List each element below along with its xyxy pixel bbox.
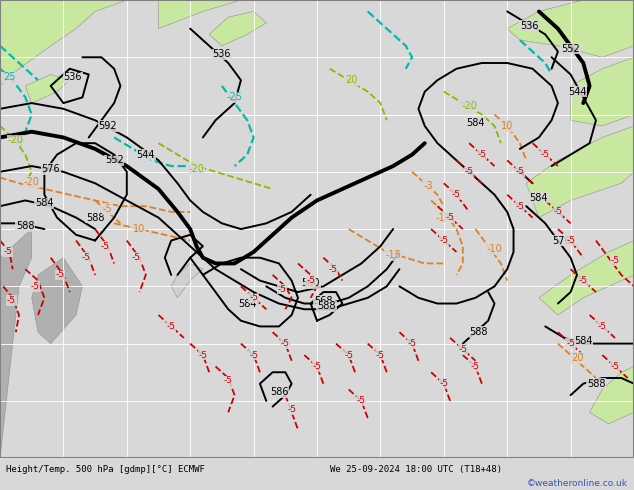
Text: -5: -5	[3, 247, 12, 256]
Text: -5: -5	[553, 207, 562, 217]
Text: 25: 25	[3, 73, 16, 82]
Text: 536: 536	[63, 73, 82, 82]
Polygon shape	[539, 241, 634, 315]
Text: -5: -5	[439, 379, 448, 388]
Text: 10: 10	[133, 224, 146, 234]
Text: -5: -5	[439, 236, 448, 245]
Text: -5: -5	[249, 350, 258, 360]
Text: -5: -5	[446, 213, 455, 222]
Polygon shape	[0, 229, 32, 458]
Text: -5: -5	[287, 405, 296, 414]
Polygon shape	[571, 57, 634, 126]
Text: 588: 588	[16, 221, 35, 231]
Text: -20: -20	[461, 101, 477, 111]
Polygon shape	[0, 0, 127, 86]
Text: 576: 576	[41, 164, 60, 174]
Text: -3: -3	[423, 181, 433, 191]
Text: -5: -5	[56, 270, 65, 279]
Text: -5: -5	[224, 376, 233, 385]
Text: -5: -5	[249, 294, 258, 302]
Text: -5: -5	[452, 190, 461, 199]
Bar	[0, 0, 634, 458]
Text: -5: -5	[566, 236, 575, 245]
Text: -5: -5	[306, 276, 315, 285]
Text: -5: -5	[328, 265, 337, 273]
Text: 544: 544	[136, 149, 155, 160]
Text: -5: -5	[167, 322, 176, 331]
Polygon shape	[32, 258, 82, 343]
Text: -20: -20	[188, 164, 205, 174]
Text: 20: 20	[346, 75, 358, 85]
Text: 584: 584	[529, 193, 548, 202]
Text: -15: -15	[385, 250, 401, 260]
Text: -5: -5	[132, 253, 141, 262]
Text: -5: -5	[566, 339, 575, 348]
Text: 592: 592	[98, 121, 117, 131]
Text: -5: -5	[281, 339, 290, 348]
Text: -5: -5	[376, 350, 385, 360]
Text: -5: -5	[515, 167, 524, 176]
Polygon shape	[209, 11, 266, 46]
Text: -5: -5	[458, 345, 467, 354]
Text: -5: -5	[515, 202, 524, 211]
Text: -10: -10	[436, 213, 451, 222]
Text: 588: 588	[586, 379, 605, 389]
Text: 584: 584	[238, 298, 257, 309]
Text: -5: -5	[471, 362, 480, 371]
Text: 10: 10	[501, 121, 514, 131]
Text: -5: -5	[611, 256, 619, 265]
Text: -5: -5	[30, 282, 39, 291]
Text: -5: -5	[408, 339, 417, 348]
Text: 576: 576	[552, 236, 571, 245]
Text: -5: -5	[357, 396, 366, 405]
Polygon shape	[171, 264, 203, 298]
Text: 588: 588	[469, 327, 488, 337]
Polygon shape	[590, 367, 634, 424]
Text: -5: -5	[344, 350, 353, 360]
Text: Height/Temp. 500 hPa [gdmp][°C] ECMWF: Height/Temp. 500 hPa [gdmp][°C] ECMWF	[6, 465, 205, 474]
Text: 536: 536	[520, 21, 539, 31]
Text: -25: -25	[226, 92, 243, 102]
Text: 588: 588	[86, 213, 105, 222]
Text: -5: -5	[313, 362, 321, 371]
Polygon shape	[507, 0, 634, 57]
Text: 584: 584	[574, 336, 593, 346]
Text: 20: 20	[571, 353, 583, 363]
Text: -20: -20	[23, 177, 40, 187]
Text: 584: 584	[466, 118, 485, 128]
Text: 544: 544	[567, 87, 586, 97]
Text: -5: -5	[100, 242, 109, 251]
Text: -5: -5	[579, 276, 588, 285]
Text: 586: 586	[269, 387, 288, 397]
Text: -5: -5	[81, 253, 90, 262]
Text: -5: -5	[465, 167, 474, 176]
Text: 552: 552	[105, 155, 124, 165]
Text: 568: 568	[314, 295, 333, 306]
Text: -10: -10	[487, 244, 502, 254]
Text: We 25-09-2024 18:00 UTC (T18+48): We 25-09-2024 18:00 UTC (T18+48)	[330, 465, 501, 474]
Text: 588: 588	[317, 301, 336, 311]
Text: 584: 584	[35, 198, 54, 208]
Text: -5: -5	[103, 204, 113, 214]
Polygon shape	[25, 74, 70, 103]
Text: -5: -5	[477, 150, 486, 159]
Text: 552: 552	[561, 44, 580, 54]
Polygon shape	[526, 126, 634, 218]
Text: -5: -5	[541, 150, 550, 159]
Text: -5: -5	[7, 296, 16, 305]
Text: ©weatheronline.co.uk: ©weatheronline.co.uk	[527, 479, 628, 489]
Text: -5: -5	[598, 322, 607, 331]
Text: -5: -5	[611, 362, 619, 371]
Polygon shape	[158, 0, 241, 28]
Text: -5: -5	[278, 285, 287, 294]
Text: -20: -20	[8, 135, 24, 146]
Text: 536: 536	[212, 49, 231, 59]
Text: 560: 560	[301, 278, 320, 289]
Text: -5: -5	[198, 350, 207, 360]
